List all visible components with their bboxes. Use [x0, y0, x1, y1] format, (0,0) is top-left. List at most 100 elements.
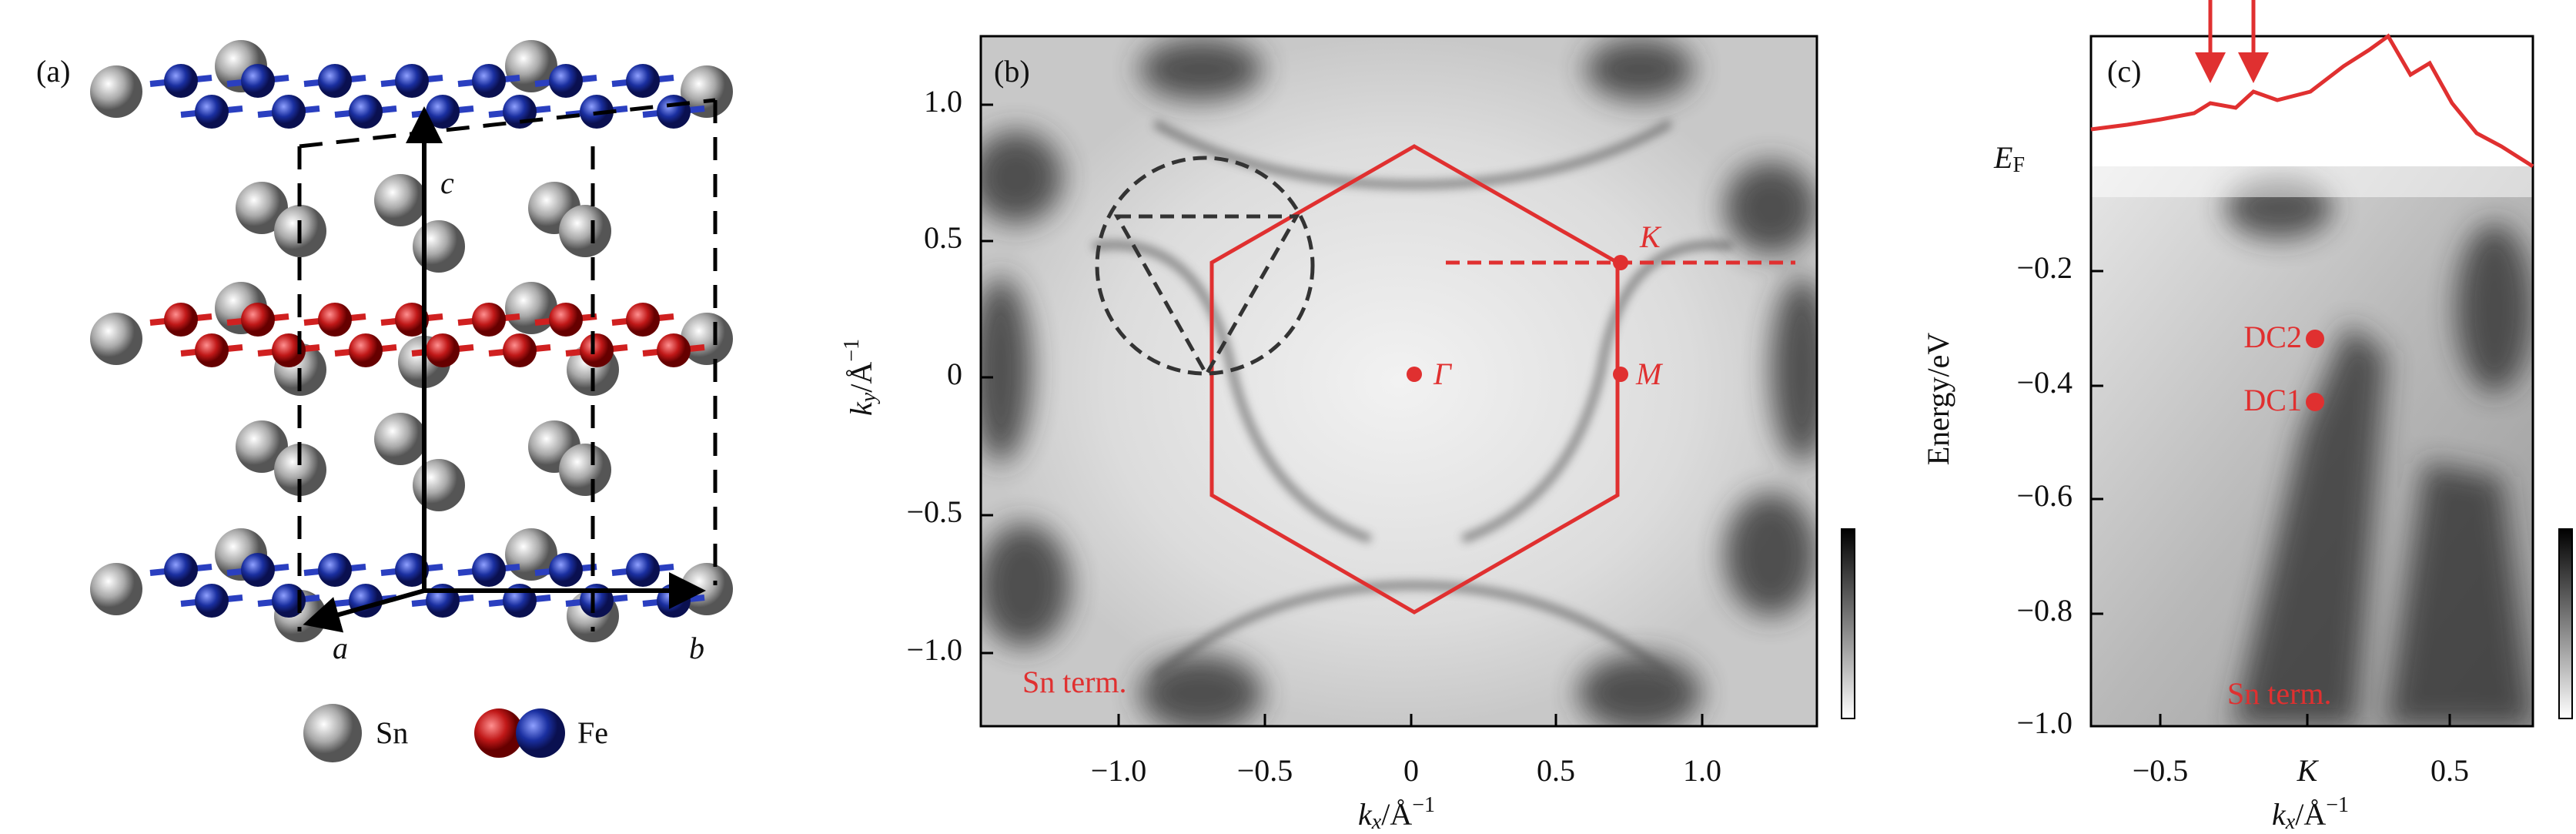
- sn-atom: [505, 282, 557, 334]
- point: [1613, 255, 1628, 270]
- axis-label: a: [333, 631, 348, 665]
- fe-atom: [195, 95, 229, 129]
- fe-icon: [474, 708, 524, 758]
- sn-atom: [90, 313, 142, 365]
- edc-curve: [2090, 33, 2534, 169]
- x-tick-label: 0.5: [1537, 753, 1575, 788]
- fe-atom: [241, 303, 275, 337]
- y-tick-label: −0.4: [2016, 365, 2073, 400]
- colorbar: [2558, 528, 2573, 719]
- y-tick-label: −1.0: [906, 632, 962, 667]
- fe-atom: [241, 553, 275, 587]
- x-tick-label: 0.5: [2430, 753, 2469, 788]
- fe-atom: [626, 64, 660, 98]
- fe-atom: [395, 303, 429, 337]
- sn-atom: [559, 444, 611, 496]
- note: Sn term.: [2227, 676, 2332, 711]
- fe-atom: [164, 303, 198, 337]
- fe-atom: [164, 64, 198, 98]
- point-label: DC2: [2243, 320, 2302, 354]
- fe-atom: [626, 303, 660, 337]
- point: [1407, 367, 1422, 382]
- y-axis-label: Energy/eV: [1921, 333, 1955, 466]
- fe-atom: [472, 64, 506, 98]
- fe-icon: [516, 708, 565, 758]
- sn-atom: [413, 220, 465, 273]
- fe-atom: [426, 333, 460, 367]
- fe-atom: [318, 553, 352, 587]
- sn-atom: [90, 65, 142, 118]
- panel-label: (a): [36, 54, 70, 89]
- sn-atom: [413, 459, 465, 511]
- axis-label: c: [440, 166, 454, 200]
- point-label: K: [1639, 219, 1662, 254]
- fe-atom: [318, 64, 352, 98]
- x-axis-label: kx/Å−1: [1358, 793, 1435, 834]
- y-tick-label: −0.5: [906, 494, 962, 529]
- fe-atom: [349, 95, 383, 129]
- fe-atom: [503, 333, 537, 367]
- sn-atom: [374, 174, 427, 226]
- fe-atom: [626, 553, 660, 587]
- y-tick-label: 0.5: [924, 220, 962, 255]
- sn-atom: [374, 413, 427, 465]
- dashed-circle: [1095, 156, 1315, 376]
- y-tick-label: −0.2: [2016, 250, 2073, 285]
- a-axis: [303, 588, 425, 633]
- point-label: DC1: [2243, 383, 2302, 417]
- point: [2306, 330, 2324, 348]
- fe-atom: [549, 303, 583, 337]
- x-axis-label: kx/Å−1: [2272, 793, 2349, 834]
- sn-icon: [303, 704, 362, 762]
- fe-atom: [395, 64, 429, 98]
- point-label: Γ: [1433, 357, 1453, 391]
- fe-atom: [503, 95, 537, 129]
- sn-atom: [681, 65, 733, 118]
- y-tick-label: 0: [947, 357, 962, 391]
- legend-label: Fe: [577, 715, 608, 750]
- fe-atom: [426, 95, 460, 129]
- point-label: M: [1635, 357, 1664, 391]
- sn-atom: [90, 563, 142, 615]
- y-axis-label: ky/Å−1: [840, 339, 881, 416]
- sn-atom: [274, 444, 326, 496]
- fe-atom: [657, 333, 691, 367]
- x-tick-label: −1.0: [1091, 753, 1147, 788]
- fe-atom: [272, 584, 306, 618]
- panel-a: (a) c a b Sn Fe: [36, 40, 733, 762]
- dashed-triangle: [1113, 214, 1300, 379]
- y-tick-label: 1.0: [924, 84, 962, 119]
- x-tick-label: −0.5: [2133, 753, 2189, 788]
- fe-atom: [195, 333, 229, 367]
- point: [1613, 367, 1628, 382]
- fe-atom: [241, 64, 275, 98]
- y-tick-label: −1.0: [2016, 705, 2073, 740]
- sn-atom: [236, 420, 288, 473]
- fe-atom: [349, 333, 383, 367]
- panel-c: DC2 DC1 Sn term. (c) EF Energy/eV kx/Å−1…: [1921, 0, 2573, 834]
- y-tick-label: −0.6: [2016, 478, 2073, 513]
- fe-atom: [657, 95, 691, 129]
- frame: [979, 35, 1818, 728]
- sn-atom: [559, 205, 611, 257]
- panel-label: (c): [2107, 54, 2141, 89]
- fe-atom: [472, 553, 506, 587]
- crystal: [90, 40, 733, 642]
- sn-atom: [681, 313, 733, 365]
- frame: [2089, 35, 2534, 728]
- fe-atom: [272, 333, 306, 367]
- ef-label: EF: [1993, 140, 2025, 177]
- fe-atom: [272, 95, 306, 129]
- x-tick-label: K: [2297, 753, 2320, 788]
- note: Sn term.: [1022, 665, 1127, 699]
- colorbar: [1841, 528, 1855, 719]
- legend-label: Sn: [376, 715, 408, 750]
- axis-label: b: [689, 631, 704, 665]
- point: [2306, 393, 2324, 411]
- x-tick-label: −0.5: [1237, 753, 1293, 788]
- panel-label: (b): [994, 54, 1030, 89]
- fe-atom: [549, 64, 583, 98]
- y-tick-label: −0.8: [2016, 593, 2073, 628]
- arpes-map: [2091, 166, 2533, 726]
